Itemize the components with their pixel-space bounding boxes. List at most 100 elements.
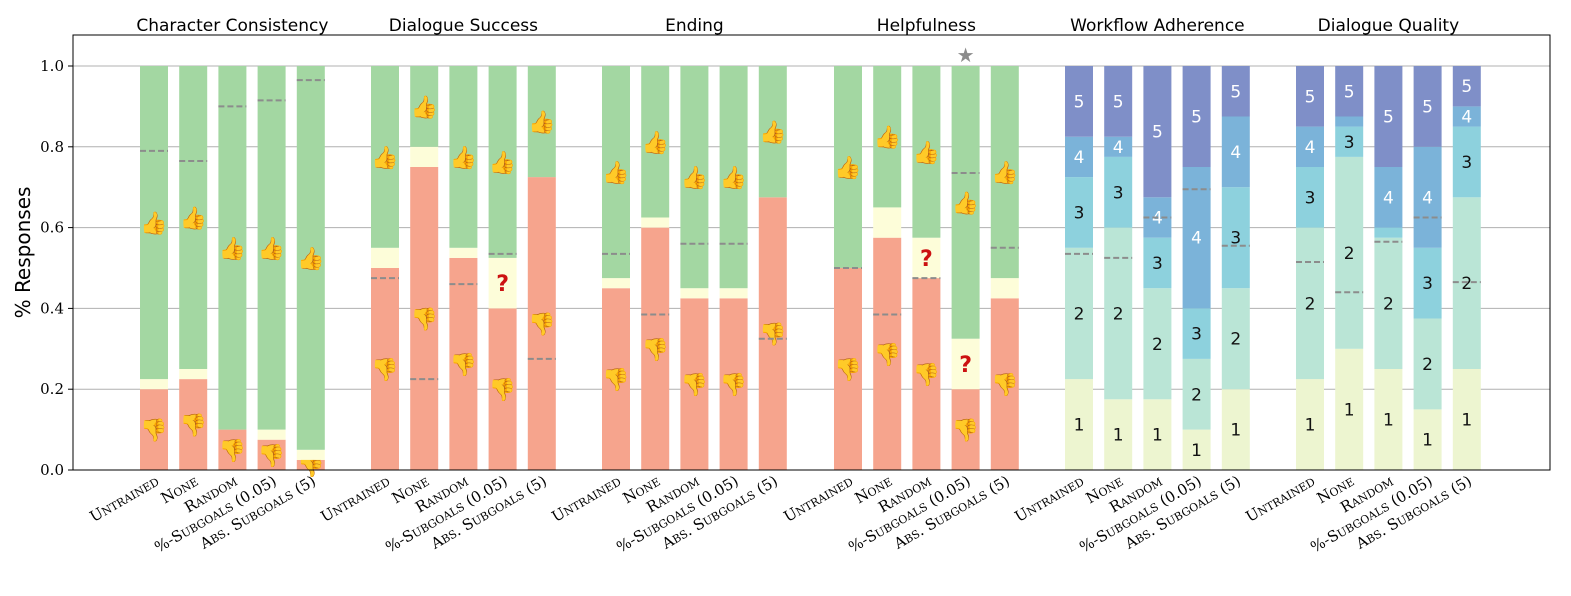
bar-segment-thumbs_down	[834, 268, 862, 470]
y-tick-label: 0.6	[40, 219, 64, 237]
bar-group: 👎👍	[371, 66, 399, 470]
score-label: 5	[1383, 108, 1394, 128]
score-label: 5	[1344, 82, 1355, 102]
thumbs-up-icon: 👍	[834, 155, 861, 181]
bar-group: 👎👍	[719, 66, 748, 470]
score-label: 2	[1383, 294, 1394, 314]
question-mark-icon: ?	[959, 353, 972, 378]
bar-group: 👎👍	[834, 66, 862, 470]
bar-segment-thumbs_up	[527, 66, 556, 178]
thumbs-up-icon: 👍	[258, 236, 285, 262]
bar-segment-thumbs_down	[179, 379, 208, 470]
panel-title: Workflow Adherence	[1070, 16, 1244, 36]
bar-segment-2	[1335, 156, 1364, 349]
thumbs-down-icon: 👎	[179, 413, 206, 439]
thumbs-down-icon: 👎	[681, 372, 708, 398]
bar-group: 👎? 👍	[951, 66, 980, 470]
bar-segment-4	[1104, 136, 1133, 157]
score-label: 1	[1422, 431, 1433, 451]
score-label: 5	[1461, 77, 1472, 97]
bar-segment-1	[1452, 369, 1481, 470]
y-tick-label: 0.0	[40, 461, 64, 479]
thumbs-up-icon: 👍	[720, 165, 747, 191]
thumbs-down-icon: 👎	[913, 362, 940, 388]
score-label: 4	[1074, 148, 1085, 168]
thumbs-up-icon: 👍	[913, 140, 940, 166]
score-label: 1	[1383, 411, 1394, 431]
score-label: 4	[1191, 229, 1202, 249]
bar-segment-4	[1182, 167, 1211, 309]
score-label: 5	[1074, 92, 1085, 112]
bar-segment-thumbs_down	[218, 429, 247, 470]
bar-segment-unsure	[912, 237, 941, 279]
bar-group: 👎👍	[140, 66, 168, 470]
thumbs-down-icon: 👎	[834, 357, 861, 383]
thumbs-up-icon: 👍	[297, 246, 324, 272]
thumbs-down-icon: 👎	[528, 312, 555, 338]
panel-title: Helpfulness	[877, 16, 976, 36]
bar-segment-unsure	[951, 338, 980, 390]
bar-segment-thumbs_up	[488, 66, 517, 258]
score-label: 4	[1383, 188, 1394, 208]
bar-group: 👎👍	[602, 66, 630, 470]
bar-segment-1	[1104, 399, 1133, 470]
bar-segment-2	[1452, 197, 1481, 369]
bar-group: 👎👍	[527, 66, 556, 470]
score-label: 1	[1305, 416, 1316, 436]
score-label: 2	[1113, 304, 1124, 324]
score-label: 1	[1344, 400, 1355, 420]
bar-segment-5	[1143, 66, 1172, 198]
bar-segment-4	[1335, 116, 1364, 127]
score-label: 1	[1461, 411, 1472, 431]
thumbs-down-icon: 👎	[759, 322, 786, 348]
bar-segment-1	[1065, 379, 1093, 470]
score-label: 2	[1152, 335, 1163, 355]
score-label: 3	[1461, 153, 1472, 173]
score-label: 2	[1074, 304, 1085, 324]
bar-segment-5	[1452, 66, 1481, 107]
bar-segment-unsure	[873, 207, 902, 238]
bar-segment-thumbs_up	[218, 66, 247, 430]
bar-segment-unsure	[296, 449, 325, 460]
thumbs-up-icon: 👍	[528, 110, 555, 136]
bar-group: 👎👍	[257, 66, 286, 470]
bar-segment-unsure	[179, 369, 208, 380]
y-tick-label: 0.8	[40, 138, 64, 156]
bar-segment-thumbs_down	[912, 278, 941, 470]
y-tick-label: 0.4	[40, 299, 64, 317]
score-label: 4	[1305, 138, 1316, 158]
bar-segment-thumbs_up	[758, 66, 787, 198]
thumbs-down-icon: 👎	[410, 307, 437, 333]
x-tick-label: Untrained	[1243, 472, 1319, 526]
thumbs-up-icon: 👍	[489, 150, 516, 176]
bar-segment-thumbs_down	[527, 177, 556, 470]
x-tick-label: Untrained	[318, 472, 394, 526]
score-label: 4	[1461, 108, 1472, 128]
score-label: 3	[1230, 229, 1241, 249]
bar-segment-unsure	[410, 146, 439, 167]
bar-segment-thumbs_up	[410, 66, 439, 147]
bar-segment-5	[1374, 66, 1403, 167]
bar-segment-thumbs_up	[641, 66, 670, 218]
score-label: 3	[1191, 325, 1202, 345]
plot-frame	[72, 34, 1551, 471]
score-label: 3	[1113, 183, 1124, 203]
bar-segment-unsure	[990, 278, 1019, 299]
panel-title: Character Consistency	[136, 16, 328, 36]
bar-segment-thumbs_down	[296, 459, 325, 470]
thumbs-up-icon: 👍	[140, 211, 167, 237]
bar-segment-1	[1143, 399, 1172, 470]
bar-segment-5	[1221, 66, 1250, 117]
score-label: 5	[1152, 123, 1163, 143]
score-label: 1	[1230, 421, 1241, 441]
bar-segment-3	[1104, 156, 1133, 228]
bar-segment-unsure	[680, 288, 709, 299]
bar-segment-4	[1296, 126, 1324, 167]
score-label: 3	[1305, 188, 1316, 208]
score-label: 2	[1191, 385, 1202, 405]
score-label: 2	[1461, 274, 1472, 294]
bar-segment-3	[1335, 126, 1364, 157]
bar-segment-5	[1182, 66, 1211, 167]
